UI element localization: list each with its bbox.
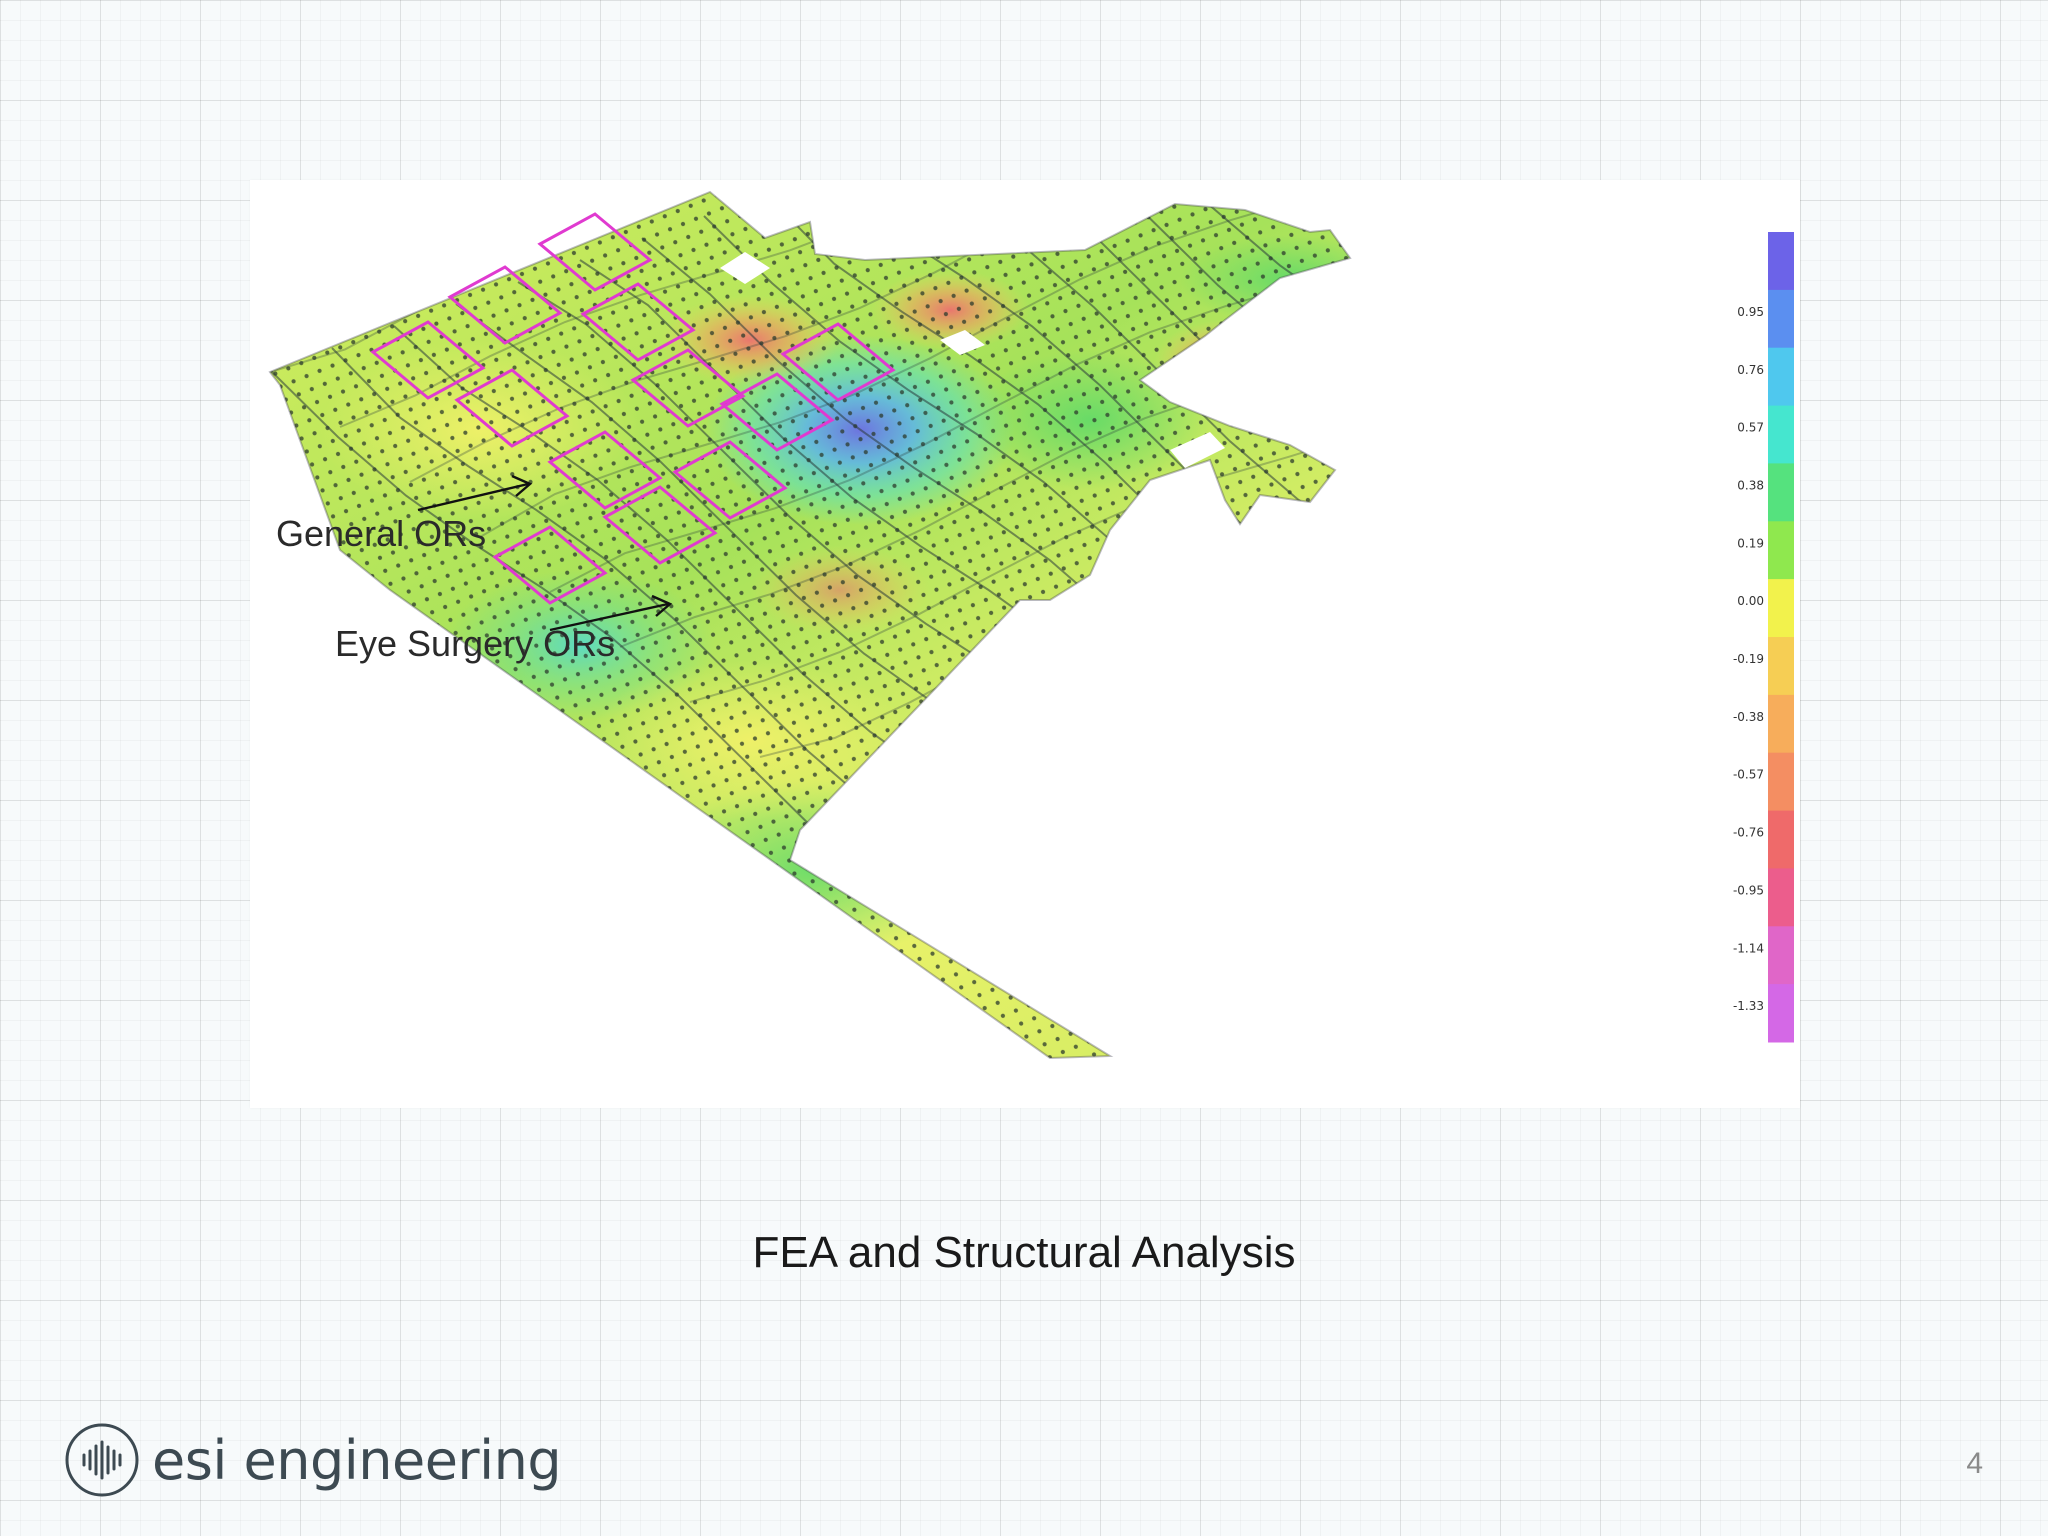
or-room-outline	[547, 430, 663, 510]
colorbar-segment	[1768, 579, 1794, 638]
mesh-gridline	[1109, 592, 1350, 1033]
colorbar-segment	[1768, 521, 1794, 580]
colorbar-tick-label: -0.95	[1733, 884, 1764, 898]
colorbar-segment	[1768, 289, 1794, 349]
colorbar-tick-label: 0.38	[1737, 479, 1764, 493]
colorbar-tick-label: 0.00	[1737, 594, 1764, 608]
mesh-openings	[720, 252, 1225, 468]
mesh-gridline	[409, 192, 1350, 483]
colorbar-segment	[1768, 810, 1794, 869]
esi-waveform-logo-icon	[65, 1423, 139, 1497]
operating-room-outlines	[370, 212, 896, 605]
colorbar-segment	[1768, 637, 1794, 696]
colorbar-segment	[1768, 405, 1794, 464]
page-number: 4	[1966, 1447, 1983, 1480]
colorbar-tick-label: -0.19	[1733, 652, 1764, 666]
colorbar-tick-label: 0.57	[1737, 421, 1764, 435]
or-room-outline	[602, 485, 718, 565]
colorbar-tick-label: 0.76	[1737, 363, 1764, 377]
colorbar-tick-label: -1.14	[1733, 941, 1764, 955]
colorbar-segment	[1768, 463, 1794, 522]
colorbar-tick-label: -0.38	[1733, 710, 1764, 724]
or-room-outline	[370, 320, 486, 400]
annotation-general-ors: General ORs	[276, 513, 486, 554]
colorbar-tick-label: 0.19	[1737, 536, 1764, 550]
mesh-gridline	[1323, 192, 1350, 681]
slide-caption: FEA and Structural Analysis	[752, 1228, 1296, 1277]
colorbar-segment	[1768, 232, 1794, 291]
logo-wordmark: esi engineering	[152, 1428, 562, 1492]
mesh-gridline	[479, 192, 1350, 538]
or-room-outline	[447, 265, 563, 345]
or-room-outline	[580, 282, 696, 362]
colorbar-tick-label: -1.33	[1733, 999, 1764, 1013]
colorbar-legend: 0.95 0.76 0.57 0.38 0.19 0.00 -0.19 -0.38 -0.57 -…	[1733, 232, 1794, 1043]
or-room-outline	[672, 440, 788, 520]
fea-mesh-plot: General ORs Eye Surgery ORs 0.95 0.76 0.57…	[269, 191, 1794, 1059]
colorbar-tick-label: -0.76	[1733, 826, 1764, 840]
or-room-outline	[780, 322, 896, 402]
mesh-gridline	[549, 192, 1350, 593]
colorbar-segment	[1768, 347, 1794, 407]
or-room-outline	[719, 372, 835, 452]
mesh-gridline	[619, 201, 1350, 648]
annotation-eye-surgery-ors: Eye Surgery ORs	[335, 623, 615, 664]
annotation-arrows	[417, 474, 673, 632]
or-room-outline	[630, 348, 746, 428]
mesh-gridline	[1179, 641, 1350, 1058]
mesh-gridline	[1039, 547, 1350, 978]
or-room-outline	[454, 368, 570, 448]
or-room-outline	[492, 525, 608, 605]
or-room-outline	[537, 212, 653, 292]
colorbar-segment	[1768, 926, 1794, 985]
colorbar-tick-label: 0.95	[1737, 305, 1764, 319]
mesh-gridline	[1013, 192, 1350, 785]
colorbar-segment	[1768, 984, 1794, 1043]
colorbar-segment	[1768, 694, 1794, 754]
colorbar-segment	[1768, 752, 1794, 812]
colorbar-tick-label: -0.57	[1733, 768, 1764, 782]
company-logo: esi engineering	[64, 1420, 562, 1500]
fea-contour-figure: General ORs Eye Surgery ORs 0.95 0.76 0.57…	[250, 180, 1800, 1108]
colorbar-segment	[1768, 868, 1794, 927]
